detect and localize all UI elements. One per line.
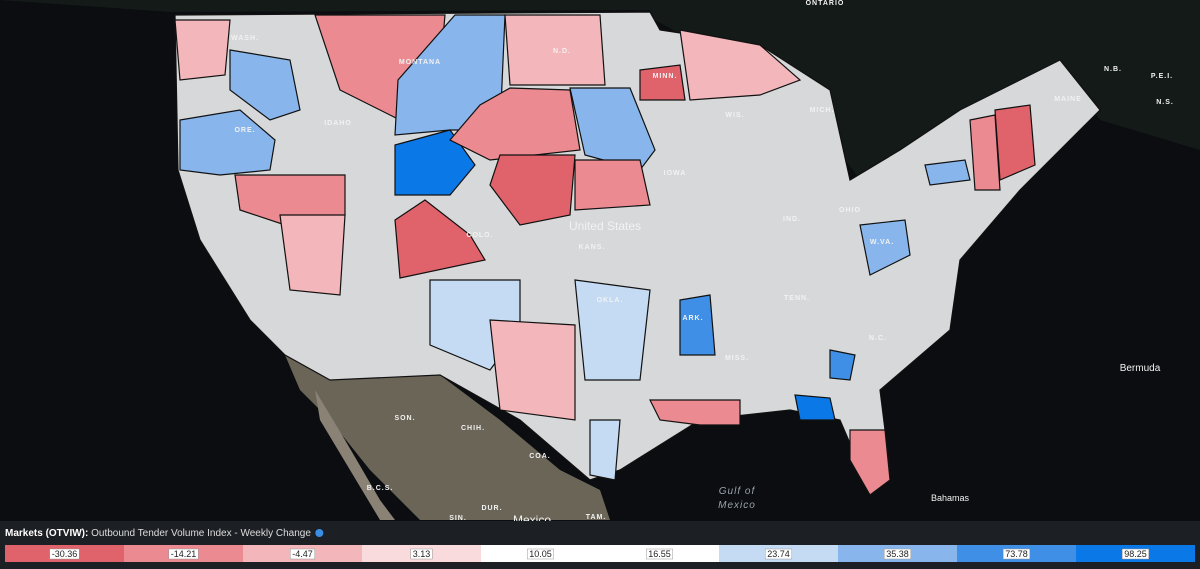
map-label: TAM. <box>586 514 607 521</box>
map-label: WASH. <box>231 35 259 42</box>
market <box>279 214 346 296</box>
map-label: MICH. <box>810 107 835 114</box>
map-label: SIN. <box>449 515 467 522</box>
map-label: MAINE <box>1054 96 1082 103</box>
legend-label: -4.47 <box>292 549 313 559</box>
map-label: TENN. <box>784 295 810 302</box>
map-label: CHIH. <box>461 425 485 432</box>
market <box>504 14 606 86</box>
market <box>679 294 716 356</box>
market <box>489 319 576 421</box>
map-label: WIS. <box>725 112 744 119</box>
market <box>489 154 576 226</box>
map-label: OKLA. <box>597 297 624 304</box>
map-label: COLO. <box>466 232 493 239</box>
map-label: N.C. <box>869 335 887 342</box>
legend-label-bg <box>168 548 199 560</box>
legend-label: -30.36 <box>52 549 78 559</box>
map-label: N.D. <box>553 48 571 55</box>
map-label: United States <box>569 219 641 233</box>
legend-label: 23.74 <box>767 549 790 559</box>
map-label: Gulf of <box>719 486 756 497</box>
legend-label-bg <box>1002 548 1031 560</box>
map-label: KANS. <box>579 244 606 251</box>
map-label: MINN. <box>653 73 678 80</box>
map-label: Bermuda <box>1120 363 1161 374</box>
legend-label: 3.13 <box>413 549 431 559</box>
legend-label-bg <box>883 548 912 560</box>
legend-label-bg <box>645 548 674 560</box>
map-label: Mexico <box>718 500 756 511</box>
legend-label-bg <box>49 548 80 560</box>
market <box>924 159 971 186</box>
mexico <box>285 355 610 520</box>
legend-label: 35.38 <box>886 549 909 559</box>
map-label: P.E.I. <box>1151 73 1173 80</box>
legend-label-bg <box>289 548 316 560</box>
market <box>794 394 836 421</box>
market <box>969 114 1001 191</box>
map-label: W.VA. <box>870 239 894 246</box>
market <box>639 64 686 101</box>
market <box>849 429 891 496</box>
map-label: B.C.S. <box>367 485 394 492</box>
info-icon[interactable] <box>315 529 324 537</box>
market <box>394 199 486 279</box>
legend-label: 73.78 <box>1005 549 1028 559</box>
map-label: SON. <box>394 415 415 422</box>
market <box>574 159 651 211</box>
map-label: N.B. <box>1104 66 1122 73</box>
legend-title: Markets (OTVIW): Outbound Tender Volume … <box>5 528 311 539</box>
legend-label: 10.05 <box>529 549 552 559</box>
canada <box>0 0 1200 180</box>
market <box>589 419 621 481</box>
legend-label-bg <box>526 548 555 560</box>
map-label: DUR. <box>481 505 502 512</box>
legend-label-bg <box>1121 548 1150 560</box>
market <box>179 109 276 176</box>
market <box>574 279 651 381</box>
market <box>859 219 911 276</box>
legend-subtitle: Outbound Tender Volume Index - Weekly Ch… <box>91 528 311 539</box>
map-label: N.S. <box>1156 99 1174 106</box>
legend-title-bold: Markets (OTVIW): <box>5 528 88 539</box>
map-label: IDAHO <box>324 120 352 127</box>
map-label: ORE. <box>234 127 255 134</box>
market <box>174 19 231 81</box>
market <box>229 49 301 121</box>
market <box>679 29 802 101</box>
legend-label-bg <box>410 548 433 560</box>
map-label: MISS. <box>725 355 749 362</box>
map-label: IND. <box>783 216 801 223</box>
legend-label: -14.21 <box>171 549 197 559</box>
legend-label: 98.25 <box>1124 549 1147 559</box>
legend-label: 16.55 <box>648 549 671 559</box>
market <box>829 349 856 381</box>
map-label: OHIO <box>839 207 861 214</box>
market <box>649 399 741 426</box>
legend-label-bg <box>764 548 793 560</box>
map-label: Bahamas <box>931 493 970 503</box>
map-label: COA. <box>529 453 551 460</box>
map-label: ONTARIO <box>806 0 845 7</box>
map-label: ARK. <box>682 315 703 322</box>
market <box>394 129 476 196</box>
map-label: IOWA <box>664 170 687 177</box>
market <box>569 87 656 171</box>
legend: -30.36 -14.21 -4.47 3.13 10.05 16.55 23.74 35.3… <box>5 545 1195 562</box>
map-label: MONTANA <box>399 59 441 66</box>
